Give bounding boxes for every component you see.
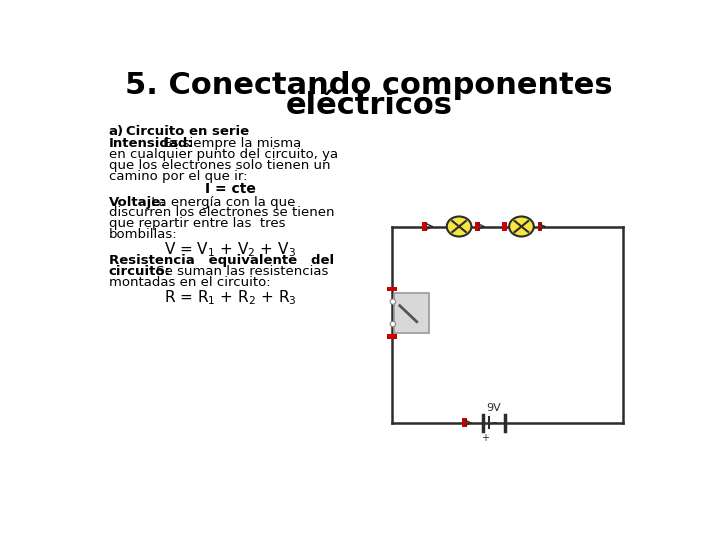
- Circle shape: [390, 321, 395, 327]
- Text: que los electrones solo tienen un: que los electrones solo tienen un: [109, 159, 330, 172]
- Text: Circuito en serie: Circuito en serie: [126, 125, 249, 138]
- Text: bombillas:: bombillas:: [109, 228, 177, 241]
- Text: V = V$_1$ + V$_2$ + V$_3$: V = V$_1$ + V$_2$ + V$_3$: [164, 240, 297, 259]
- Ellipse shape: [509, 217, 534, 237]
- Text: +: +: [481, 433, 490, 443]
- Bar: [387, 334, 397, 339]
- Text: montadas en el circuito:: montadas en el circuito:: [109, 276, 271, 289]
- Text: que repartir entre las  tres: que repartir entre las tres: [109, 217, 285, 230]
- Text: Resistencia   equivalente   del: Resistencia equivalente del: [109, 254, 334, 267]
- Text: circuito:: circuito:: [109, 265, 171, 278]
- Text: Voltaje:: Voltaje:: [109, 195, 166, 208]
- Text: discurren los electrones se tienen: discurren los electrones se tienen: [109, 206, 334, 219]
- Bar: [538, 222, 542, 231]
- Ellipse shape: [447, 217, 472, 237]
- Text: eléctricos: eléctricos: [286, 91, 452, 120]
- Bar: [394, 293, 429, 333]
- Text: Se suman las resistencias: Se suman las resistencias: [152, 265, 328, 278]
- Text: Intensidad:: Intensidad:: [109, 137, 194, 150]
- Text: 5. Conectando componentes: 5. Conectando componentes: [125, 71, 613, 100]
- Text: a): a): [109, 125, 124, 138]
- Circle shape: [390, 299, 395, 305]
- Text: Es siempre la misma: Es siempre la misma: [159, 137, 301, 150]
- Bar: [422, 222, 427, 231]
- Text: I = cte: I = cte: [205, 182, 256, 196]
- Text: en cualquier punto del circuito, ya: en cualquier punto del circuito, ya: [109, 148, 338, 161]
- Text: 9V: 9V: [487, 403, 501, 413]
- Text: R = R$_1$ + R$_2$ + R$_3$: R = R$_1$ + R$_2$ + R$_3$: [164, 288, 297, 307]
- Text: camino por el que ir:: camino por el que ir:: [109, 170, 247, 183]
- Bar: [462, 418, 467, 428]
- Bar: [503, 222, 507, 231]
- Bar: [475, 222, 480, 231]
- Bar: [387, 287, 397, 292]
- Text: La energía con la que: La energía con la que: [148, 195, 296, 208]
